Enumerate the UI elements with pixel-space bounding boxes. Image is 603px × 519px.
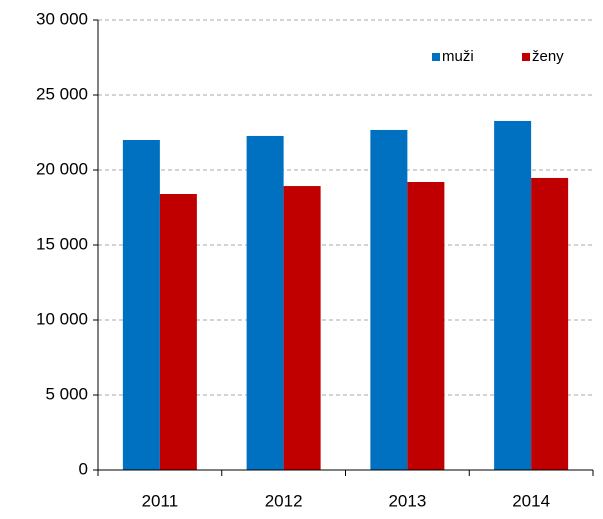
bar [531, 177, 569, 470]
x-tick-label: 2012 [265, 491, 303, 510]
y-tick-label: 5 000 [45, 384, 88, 403]
legend-label: muži [442, 48, 474, 65]
legend-swatch [432, 53, 440, 61]
y-tick-label: 30 000 [36, 9, 88, 28]
bar [246, 135, 284, 470]
bar [159, 194, 197, 470]
y-tick-label: 15 000 [36, 234, 88, 253]
bar [122, 140, 160, 470]
bar [370, 129, 408, 470]
legend-swatch [522, 53, 530, 61]
x-tick-label: 2011 [142, 491, 179, 510]
y-tick-label: 25 000 [36, 84, 88, 103]
x-tick-label: 2013 [388, 491, 426, 510]
bar [407, 182, 445, 470]
bar [283, 186, 321, 471]
bar [494, 120, 532, 470]
y-tick-label: 10 000 [36, 309, 88, 328]
y-tick-label: 0 [79, 459, 88, 478]
y-tick-label: 20 000 [36, 159, 88, 178]
x-tick-label: 2014 [512, 491, 550, 510]
legend-label: ženy [532, 48, 564, 65]
